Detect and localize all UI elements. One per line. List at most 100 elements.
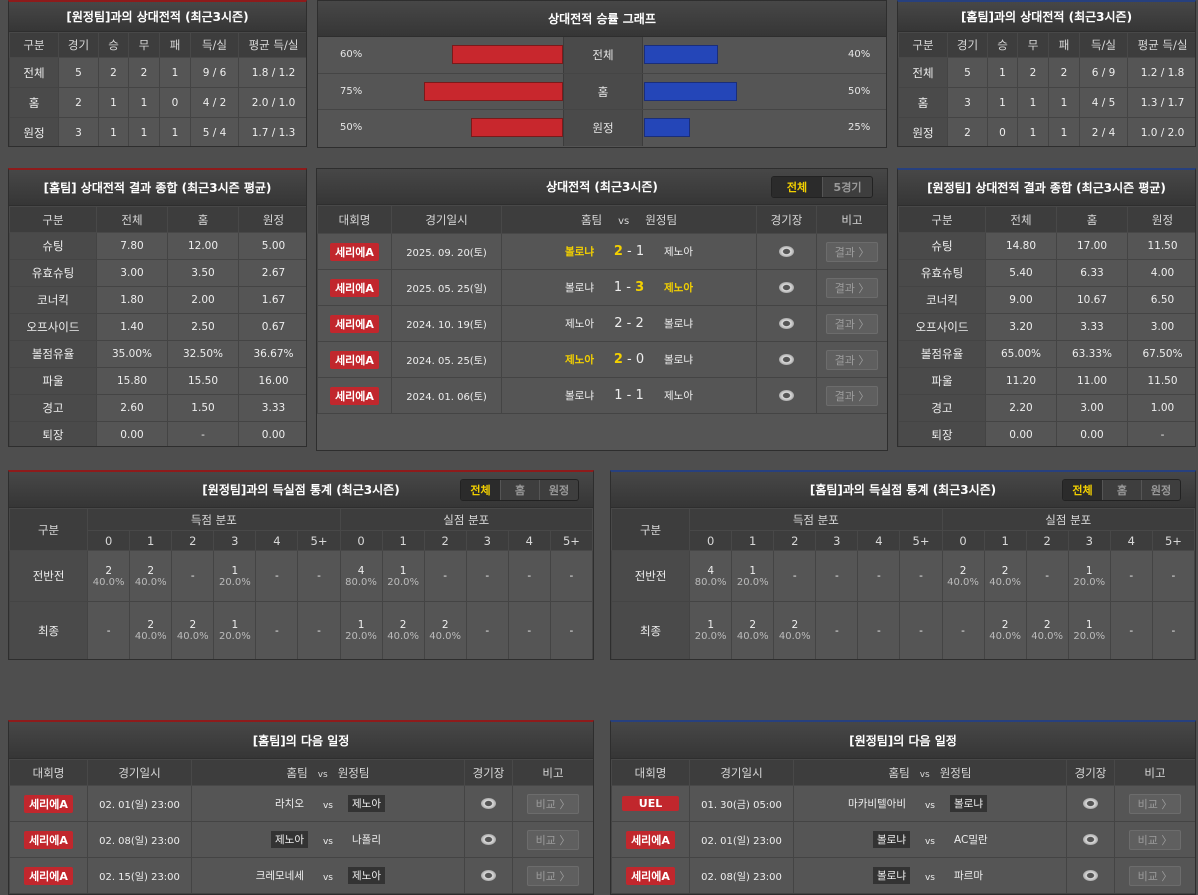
home-team[interactable]: 크레모네세 <box>255 870 304 882</box>
league-badge[interactable]: 세리에A <box>24 794 73 813</box>
stadium-icon[interactable] <box>779 354 794 365</box>
column-header: 원정팀 <box>337 765 370 780</box>
home-team[interactable]: 제노아 <box>565 354 594 366</box>
tab-원정[interactable]: 원정 <box>539 479 578 500</box>
teams: 볼로냐 1 - 1 제노아 <box>502 388 756 403</box>
goals_away-tab-switch[interactable]: 전체 홈 원정 <box>460 478 579 501</box>
h2h_matches-tab-switch[interactable]: 전체 5경기 <box>771 175 873 198</box>
league-cell: 세리에A <box>317 341 392 378</box>
league-badge[interactable]: 세리에A <box>330 350 379 369</box>
league-badge[interactable]: 세리에A <box>626 866 675 885</box>
tab-전체[interactable]: 전체 <box>461 479 500 500</box>
away-team[interactable]: 파르마 <box>954 870 983 882</box>
match-row: 세리에A 2025. 05. 25(일) 볼로냐 1 - 3 제노아 결과 〉 <box>317 269 887 306</box>
away-team[interactable]: AC밀란 <box>954 834 988 846</box>
row-label: 홈 <box>898 87 948 118</box>
league-cell: UEL <box>611 785 690 822</box>
league-badge[interactable]: 세리에A <box>24 866 73 885</box>
away-team[interactable]: 제노아 <box>664 390 693 402</box>
goal-count-header: 4 <box>857 530 901 551</box>
tab-전체[interactable]: 전체 <box>1063 479 1102 500</box>
compare-button[interactable]: 비교 〉 <box>526 865 580 886</box>
league-cell: 세리에A <box>611 857 690 894</box>
result-button[interactable]: 결과 〉 <box>825 349 879 370</box>
league-badge[interactable]: 세리에A <box>24 830 73 849</box>
cell-value: 1.7 / 1.3 <box>238 117 306 146</box>
home-team[interactable]: 마카비텔아비 <box>848 798 906 810</box>
summary_home-row: 파울 15.80 15.50 16.00 <box>9 367 306 395</box>
result-button[interactable]: 결과 〉 <box>825 277 879 298</box>
goals_away-panel: [원정팀]과의 득실점 통계 (최근3시즌) 전체 홈 원정 구분 득점 분포 실점 분포 0… <box>8 470 594 660</box>
home-team[interactable]: 볼로냐 <box>565 282 594 294</box>
stadium-icon[interactable] <box>481 798 496 809</box>
league-badge[interactable]: 세리에A <box>626 830 675 849</box>
summary_away-title-text: [원정팀] 상대전적 결과 종합 (최근3시즌 평균) <box>927 181 1166 195</box>
teams: 볼로냐 vs AC밀란 <box>794 831 1066 848</box>
percent: 40.0% <box>429 631 462 642</box>
tab-전체[interactable]: 전체 <box>772 176 822 197</box>
row-label: 코너킥 <box>898 286 986 314</box>
note-cell: 결과 〉 <box>816 233 887 270</box>
compare-button[interactable]: 비교 〉 <box>1128 793 1182 814</box>
row-label: 전반전 <box>9 550 89 602</box>
stadium-icon[interactable] <box>779 246 794 257</box>
row-label: 볼점유율 <box>898 340 986 368</box>
stadium-icon[interactable] <box>1083 870 1098 881</box>
stadium-icon[interactable] <box>481 834 496 845</box>
compare-button[interactable]: 비교 〉 <box>1128 829 1182 850</box>
away-team[interactable]: 볼로냐 <box>664 354 693 366</box>
row-label: 전체 <box>9 57 59 88</box>
league-badge[interactable]: UEL <box>621 796 680 811</box>
league-badge[interactable]: 세리에A <box>330 278 379 297</box>
result-button[interactable]: 결과 〉 <box>825 313 879 334</box>
home-team[interactable]: 볼로냐 <box>565 390 594 402</box>
home-team[interactable]: 라치오 <box>275 798 304 810</box>
tab-5경기[interactable]: 5경기 <box>822 176 872 197</box>
summary_away-table: 구분 전체 홈 원정 슈팅 14.80 17.00 11.50 유효슈팅 5.40 6.33 4.00… <box>898 206 1195 446</box>
percent: 20.0% <box>694 631 727 642</box>
home-team[interactable]: 제노아 <box>271 831 308 848</box>
column-header: 구분 <box>9 206 97 233</box>
away-team[interactable]: 제노아 <box>664 282 693 294</box>
away-team[interactable]: 제노아 <box>348 867 385 884</box>
stadium-icon[interactable] <box>481 870 496 881</box>
tab-홈[interactable]: 홈 <box>500 479 539 500</box>
tab-원정[interactable]: 원정 <box>1141 479 1180 500</box>
stadium-icon[interactable] <box>779 390 794 401</box>
home-score: 2 <box>613 352 623 367</box>
result-button[interactable]: 결과 〉 <box>825 385 879 406</box>
tab-홈[interactable]: 홈 <box>1102 479 1141 500</box>
h2h_home-title: [홈팀]과의 상대전적 (최근3시즌) <box>898 2 1195 32</box>
goals_home-tab-switch[interactable]: 전체 홈 원정 <box>1062 478 1181 501</box>
distribution-cell: - <box>773 550 817 602</box>
goals_home-title: [홈팀]과의 득실점 통계 (최근3시즌) 전체 홈 원정 <box>611 472 1195 508</box>
stadium-icon[interactable] <box>779 282 794 293</box>
league-badge[interactable]: 세리에A <box>330 386 379 405</box>
home-team[interactable]: 제노아 <box>565 318 594 330</box>
column-header: 경기일시 <box>87 759 192 786</box>
home-team[interactable]: 볼로냐 <box>873 867 910 884</box>
stadium-icon[interactable] <box>779 318 794 329</box>
compare-button[interactable]: 비교 〉 <box>526 793 580 814</box>
home-team[interactable]: 볼로냐 <box>873 831 910 848</box>
away-team[interactable]: 나폴리 <box>352 834 381 846</box>
cell-value: 1.00 <box>1127 394 1195 422</box>
league-badge[interactable]: 세리에A <box>330 242 379 261</box>
compare-button[interactable]: 비교 〉 <box>1128 865 1182 886</box>
count: 1 <box>1085 564 1093 577</box>
league-badge[interactable]: 세리에A <box>330 314 379 333</box>
cell-value: 0.00 <box>985 421 1057 446</box>
stadium-icon[interactable] <box>1083 798 1098 809</box>
away-team[interactable]: 제노아 <box>348 795 385 812</box>
away-team[interactable]: 제노아 <box>664 246 693 258</box>
compare-button[interactable]: 비교 〉 <box>526 829 580 850</box>
away-team[interactable]: 볼로냐 <box>664 318 693 330</box>
stadium-icon[interactable] <box>1083 834 1098 845</box>
result-button[interactable]: 결과 〉 <box>825 241 879 262</box>
home-team[interactable]: 볼로냐 <box>565 246 594 258</box>
column-header: 대회명 <box>611 759 690 786</box>
score: 2 - 0 <box>594 352 664 367</box>
column-header: 구분 <box>898 32 948 58</box>
distribution-cell: 2 40.0% <box>941 550 985 602</box>
away-team[interactable]: 볼로냐 <box>950 795 987 812</box>
